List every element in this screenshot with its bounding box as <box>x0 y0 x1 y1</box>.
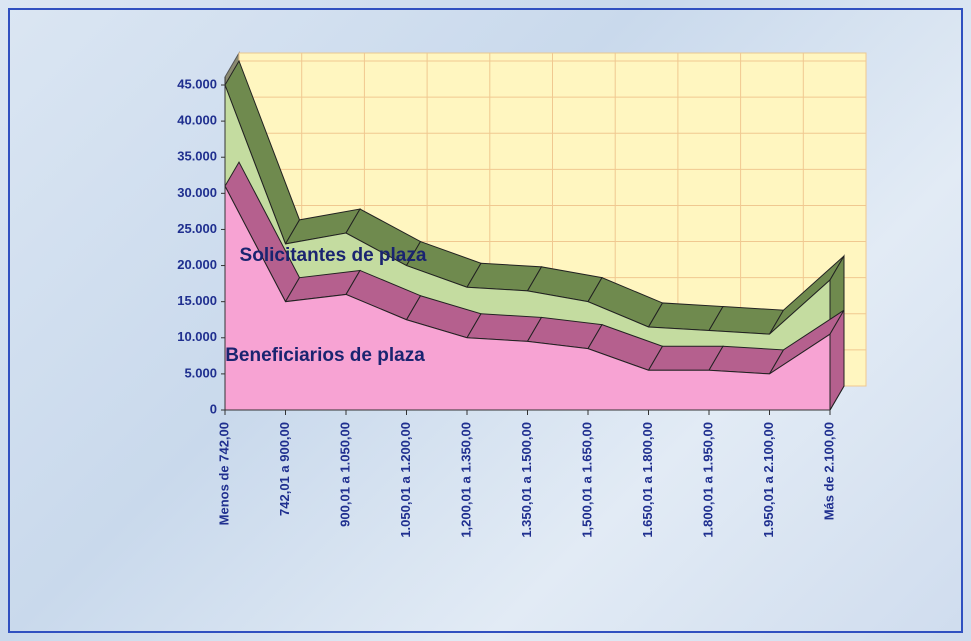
y-tick-label: 0 <box>210 401 217 416</box>
x-tick-label: 742,01 a 900,00 <box>277 422 292 516</box>
y-tick-label: 10.000 <box>177 329 217 344</box>
frame <box>8 8 963 633</box>
y-tick-label: 25.000 <box>177 221 217 236</box>
x-tick-label: 1,500,01 a 1.650,00 <box>579 422 594 538</box>
y-tick-label: 5.000 <box>184 365 217 380</box>
x-tick-label: 1.650,01 a 1.800,00 <box>640 422 655 538</box>
x-tick-label: Menos de 742,00 <box>216 422 231 525</box>
y-tick-label: 15.000 <box>177 293 217 308</box>
y-tick-label: 35.000 <box>177 149 217 164</box>
x-tick-label: 1.950,01 a 2.100,00 <box>761 422 776 538</box>
area <box>224 185 831 411</box>
y-tick-label: 45.000 <box>177 76 217 91</box>
y-tick-label: 40.000 <box>177 113 217 128</box>
x-tick-label: 1,200,01 a 1.350,00 <box>458 422 473 538</box>
series-annotation: Solicitantes de plaza <box>239 245 427 266</box>
y-tick-label: 20.000 <box>177 257 217 272</box>
x-tick-label: Más de 2.100,00 <box>821 422 836 520</box>
y-tick-label: 30.000 <box>177 185 217 200</box>
x-tick-label: 1.800,01 a 1.950,00 <box>700 422 715 538</box>
x-tick-label: 1.050,01 a 1.200,00 <box>398 422 413 538</box>
x-tick-label: 1.350,01 a 1.500,00 <box>519 422 534 538</box>
series-annotation: Beneficiarios de plaza <box>225 345 425 366</box>
x-tick-label: 900,01 a 1.050,00 <box>337 422 352 527</box>
